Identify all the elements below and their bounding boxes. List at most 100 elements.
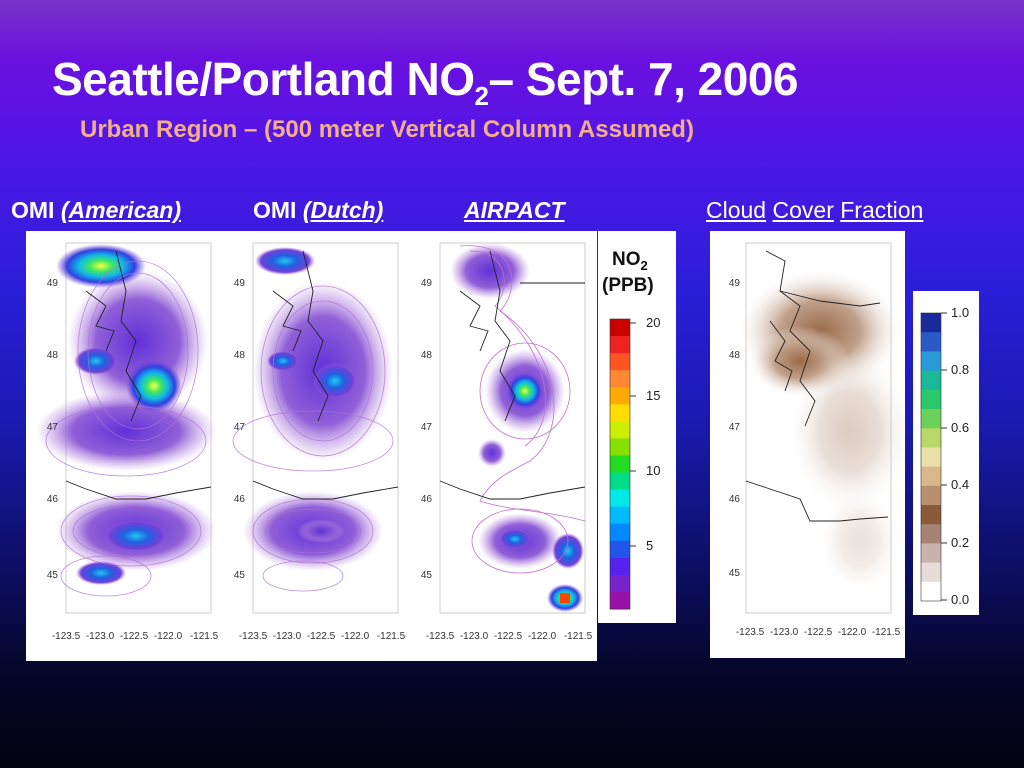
svg-text:45: 45 <box>421 570 433 581</box>
cloud-lat-ticks: 49 48 47 46 45 <box>729 278 741 579</box>
svg-text:46: 46 <box>421 494 433 505</box>
svg-text:5: 5 <box>646 538 653 553</box>
svg-text:49: 49 <box>729 278 741 289</box>
svg-text:-123.0: -123.0 <box>273 631 302 642</box>
no2-colorbar-swatch <box>610 455 630 474</box>
cloud-colorbar-swatch <box>921 428 941 448</box>
label-omi-dutch-italic: (Dutch) <box>302 197 384 223</box>
svg-text:46: 46 <box>47 494 59 505</box>
svg-text:15: 15 <box>646 388 660 403</box>
label-cloud-cover-fraction: Cloud Cover Fraction <box>706 197 923 224</box>
svg-text:47: 47 <box>421 422 433 433</box>
omi-dutch-map: 49 48 47 46 45 -123.5 -123.0 -122.5 -122… <box>232 242 406 642</box>
svg-text:-123.5: -123.5 <box>239 631 268 642</box>
airpact-contours <box>450 243 586 612</box>
no2-colorbar-ticks: 20 15 10 5 <box>630 315 660 553</box>
no2-colorbar-title: NO2 <box>612 249 648 273</box>
cloud-colorbar-swatch <box>921 389 941 410</box>
label-omi-american: OMI (American) <box>11 197 181 224</box>
svg-text:47: 47 <box>47 422 59 433</box>
cloud-colorbar-swatch <box>921 332 941 352</box>
cloud-colorbar: 1.0 0.8 0.6 0.4 0.2 0.0 <box>913 291 979 615</box>
svg-text:47: 47 <box>234 422 246 433</box>
svg-text:1.0: 1.0 <box>951 305 969 320</box>
no2-colorbar-swatch <box>610 353 630 371</box>
svg-text:-122.0: -122.0 <box>528 631 557 642</box>
airpact-lon-ticks: -123.5 -123.0 -122.5 -122.0 -121.5 <box>426 631 593 642</box>
no2-colorbar-swatch <box>610 557 630 576</box>
omi-american-lat-ticks: 49 48 47 46 45 <box>47 278 59 581</box>
no2-colorbar-swatch <box>610 404 630 422</box>
cloud-colorbar-swatches <box>921 313 941 602</box>
svg-text:-122.0: -122.0 <box>154 631 183 642</box>
svg-text:-123.5: -123.5 <box>736 627 765 638</box>
omi-american-lon-ticks: -123.5 -123.0 -122.5 -122.0 -121.5 <box>52 631 219 642</box>
cloud-colorbar-swatch <box>921 543 941 564</box>
svg-text:-123.0: -123.0 <box>770 627 799 638</box>
cloud-colorbar-swatch <box>921 370 941 391</box>
svg-text:49: 49 <box>234 278 246 289</box>
no2-colorbar-swatch <box>610 574 630 593</box>
label-omi-american-prefix: OMI <box>11 197 55 223</box>
label-airpact-text: AIRPACT <box>464 197 565 223</box>
label-fraction: Fraction <box>840 197 924 223</box>
cloud-colorbar-swatch <box>921 562 941 583</box>
svg-text:-123.0: -123.0 <box>86 631 115 642</box>
svg-text:0.2: 0.2 <box>951 535 969 550</box>
omi-american-map: 49 48 47 46 45 -123.5 -123.0 -122.5 -122… <box>36 242 219 642</box>
no2-colorbar-swatch <box>610 319 630 337</box>
svg-text:-122.0: -122.0 <box>838 627 867 638</box>
cloud-cover-map: 49 48 47 46 45 -123.5 -123.0 -122.5 -122… <box>729 242 905 638</box>
svg-text:45: 45 <box>729 568 741 579</box>
omi-dutch-coastline <box>252 250 399 500</box>
airpact-coastline <box>439 250 586 500</box>
svg-text:-121.5: -121.5 <box>377 631 406 642</box>
cloud-colorbar-swatch <box>921 524 941 544</box>
svg-text:-122.5: -122.5 <box>307 631 336 642</box>
svg-text:-122.5: -122.5 <box>494 631 523 642</box>
no2-colorbar-swatch <box>610 472 630 491</box>
slide-title: Seattle/Portland NO2– Sept. 7, 2006 <box>52 52 799 112</box>
airpact-map: 49 48 47 46 45 -123.5 -123.0 -122.5 -122… <box>421 242 593 642</box>
omi-dutch-contours <box>232 247 394 592</box>
svg-text:45: 45 <box>234 570 246 581</box>
cloud-colorbar-swatch <box>921 581 941 602</box>
slide-subtitle: Urban Region – (500 meter Vertical Colum… <box>80 116 694 143</box>
label-airpact: AIRPACT <box>464 197 565 224</box>
svg-text:48: 48 <box>234 350 246 361</box>
svg-text:-123.5: -123.5 <box>52 631 81 642</box>
omi-dutch-lat-ticks: 49 48 47 46 45 <box>234 278 246 581</box>
svg-text:0.4: 0.4 <box>951 477 969 492</box>
svg-text:0.6: 0.6 <box>951 420 969 435</box>
label-cover: Cover <box>772 197 834 223</box>
svg-text:-122.5: -122.5 <box>804 627 833 638</box>
svg-text:46: 46 <box>234 494 246 505</box>
no2-colorbar-swatch <box>610 387 630 405</box>
svg-text:0.0: 0.0 <box>951 592 969 607</box>
title-subscript: 2 <box>474 81 489 111</box>
cloud-lon-ticks: -123.5 -123.0 -122.5 -122.0 -121.5 <box>736 627 901 638</box>
title-date: – Sept. 7, 2006 <box>488 53 799 105</box>
svg-text:-122.5: -122.5 <box>120 631 149 642</box>
cloud-colorbar-swatch <box>921 447 941 468</box>
svg-text:-123.0: -123.0 <box>460 631 489 642</box>
cloud-colorbar-swatch <box>921 409 941 429</box>
no2-colorbar-unit: (PPB) <box>602 275 654 296</box>
omi-dutch-lon-ticks: -123.5 -123.0 -122.5 -122.0 -121.5 <box>239 631 406 642</box>
no2-colorbar-swatch <box>610 540 630 559</box>
cloud-colorbar-swatch <box>921 351 941 372</box>
cloud-colorbar-swatch <box>921 313 941 333</box>
svg-text:48: 48 <box>47 350 59 361</box>
omi-american-contours <box>36 244 216 597</box>
svg-text:-121.5: -121.5 <box>564 631 593 642</box>
svg-text:-121.5: -121.5 <box>190 631 219 642</box>
no2-colorbar-swatches <box>610 319 630 610</box>
svg-text:0.8: 0.8 <box>951 362 969 377</box>
cloud-colorbar-swatch <box>921 505 941 525</box>
no2-colorbar-swatch <box>610 370 630 388</box>
svg-text:-123.5: -123.5 <box>426 631 455 642</box>
svg-text:45: 45 <box>47 570 59 581</box>
label-omi-dutch-prefix: OMI <box>253 197 297 223</box>
no2-colorbar-swatch <box>610 421 630 439</box>
no2-colorbar-swatch <box>610 523 630 542</box>
